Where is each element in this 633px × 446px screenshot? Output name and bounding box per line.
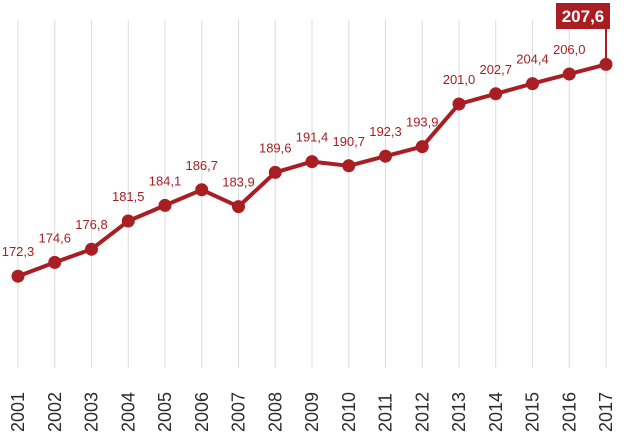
- x-tick-label: 2009: [302, 392, 322, 432]
- x-tick-label: 2005: [155, 392, 175, 432]
- data-point: [121, 214, 135, 228]
- data-label: 181,5: [112, 189, 145, 204]
- x-tick-label: 2002: [45, 392, 65, 432]
- x-axis-ticks: 2001 2002 2003 2004 2005 2006 2007 2008 2009 2010…: [8, 392, 616, 432]
- data-point: [452, 97, 466, 111]
- data-point: [379, 149, 392, 163]
- data-point: [85, 242, 98, 256]
- x-tick-label: 2006: [192, 392, 212, 432]
- x-tick-label: 2017: [596, 392, 616, 432]
- data-point: [11, 269, 25, 283]
- x-tick-label: 2011: [376, 393, 396, 432]
- callout-box: [556, 3, 610, 29]
- data-point: [489, 87, 503, 101]
- highlight-callout: 207,6: [556, 3, 610, 65]
- data-point: [158, 198, 172, 212]
- data-point: [415, 140, 429, 154]
- data-label: 184,1: [149, 173, 182, 188]
- x-tick-label: 2016: [559, 392, 579, 432]
- gridlines: [17, 20, 607, 368]
- data-label: 186,7: [185, 158, 218, 173]
- x-tick-label: 2007: [229, 392, 249, 432]
- x-tick-label: 2004: [118, 392, 138, 432]
- data-point: [195, 183, 209, 197]
- x-tick-label: 2015: [523, 392, 543, 432]
- data-point: [342, 159, 356, 173]
- data-label: 201,0: [443, 72, 476, 87]
- data-label: 192,3: [369, 124, 402, 139]
- data-point: [526, 77, 539, 91]
- x-tick-label: 2014: [486, 392, 506, 432]
- data-label: 193,9: [406, 115, 439, 130]
- data-label: 204,4: [516, 52, 549, 67]
- x-tick-label: 2013: [449, 392, 469, 432]
- x-tick-label: 2010: [339, 392, 359, 432]
- data-label: 190,7: [332, 134, 365, 149]
- x-tick-label: 2012: [412, 392, 432, 432]
- x-tick-label: 2008: [265, 392, 285, 432]
- data-point: [48, 255, 62, 269]
- x-tick-label: 2001: [8, 392, 28, 432]
- data-point: [232, 200, 245, 214]
- data-label: 176,8: [75, 217, 108, 232]
- data-label: 191,4: [296, 130, 329, 145]
- data-point: [268, 165, 282, 179]
- data-label: 183,9: [222, 175, 255, 190]
- data-label: 206,0: [553, 42, 586, 57]
- data-point: [305, 155, 319, 169]
- callout-value: 207,6: [562, 7, 605, 26]
- data-label: 189,6: [259, 140, 292, 155]
- x-tick-label: 2003: [82, 392, 102, 432]
- data-label: 202,7: [479, 62, 512, 77]
- data-label: 174,6: [38, 230, 71, 245]
- data-label: 172,3: [2, 244, 35, 259]
- data-point: [562, 67, 576, 81]
